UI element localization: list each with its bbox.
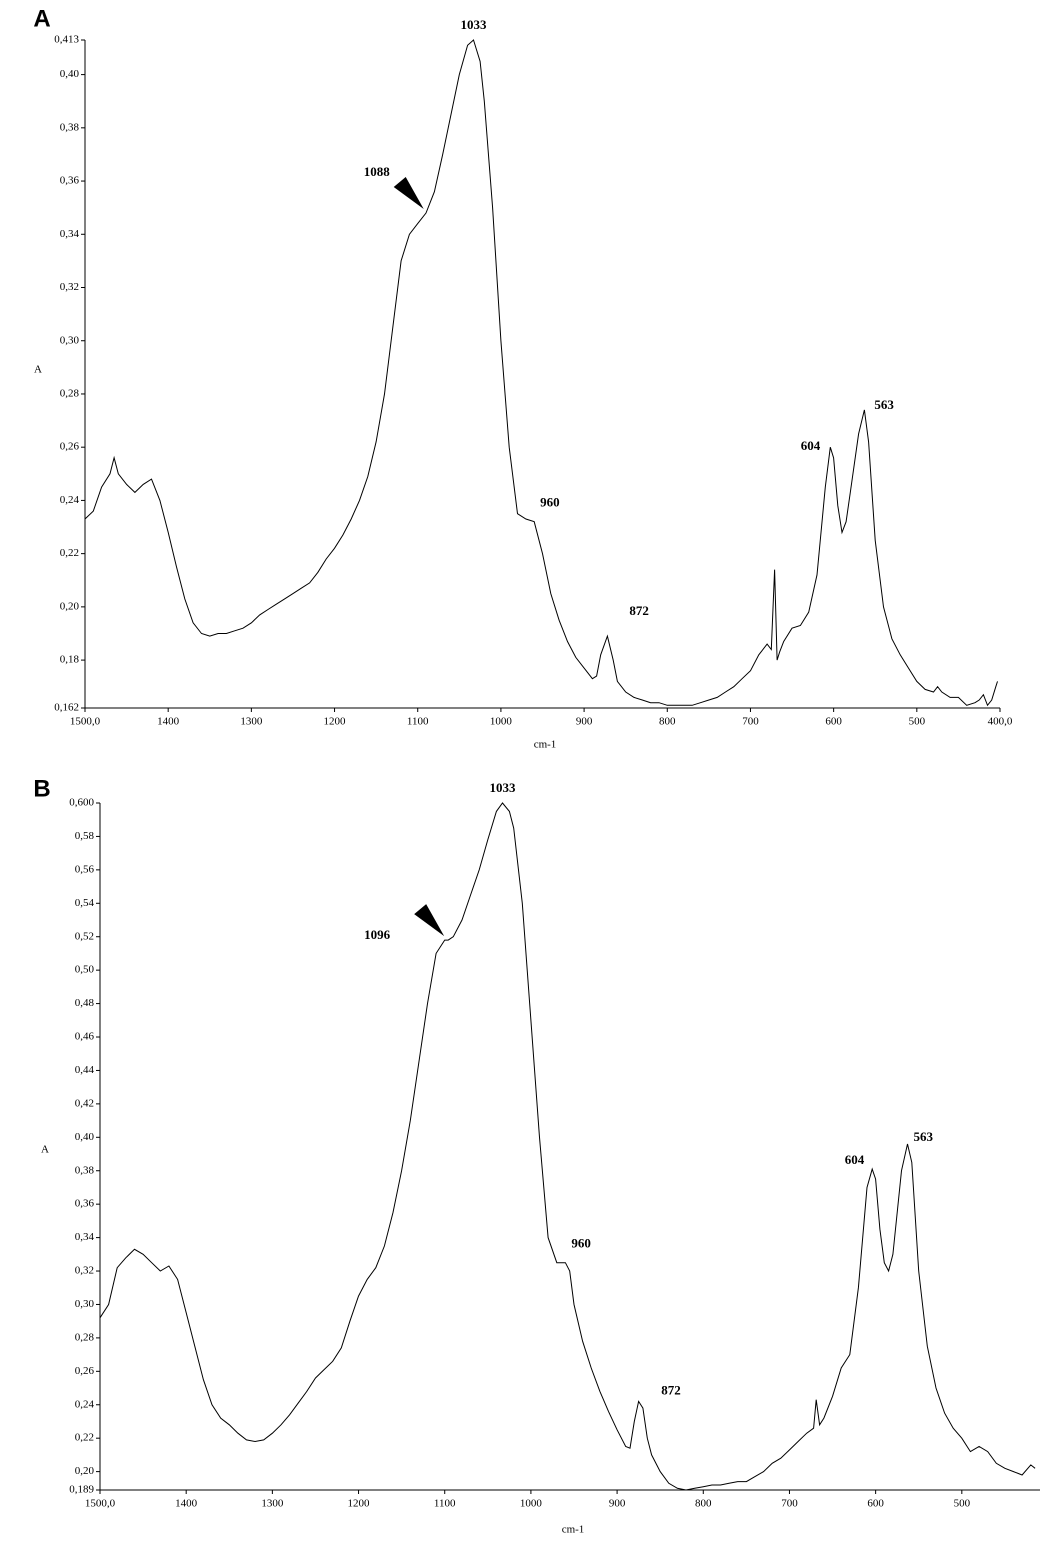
peak-label: 872 [629, 603, 649, 618]
panel-label: A [33, 5, 50, 32]
y-tick-label: 0,36 [60, 175, 80, 187]
spectrum-line [84, 39, 998, 707]
y-tick-label: 0,40 [75, 1131, 95, 1143]
x-tick-label: 1400 [157, 716, 180, 728]
x-tick-label: 500 [909, 716, 926, 728]
peak-label: 1088 [364, 164, 391, 179]
peak-label: 563 [914, 1129, 934, 1144]
y-tick-label: 0,54 [75, 897, 95, 909]
y-axis-label: A [41, 1144, 49, 1156]
y-tick-label: 0,32 [60, 281, 79, 293]
chart-panel: B Acm-1 0,189 0,20 0,22 0,24 0,26 0,28 0,30 0,32 0… [33, 775, 1040, 1536]
y-tick-label: 0,30 [75, 1298, 95, 1310]
x-tick-label: 1200 [348, 1498, 371, 1510]
y-tick-label: 0,52 [75, 930, 94, 942]
peak-label: 960 [571, 1236, 591, 1251]
x-tick-label: 1200 [324, 716, 347, 728]
x-tick-label: 1100 [434, 1498, 456, 1510]
y-tick-label: 0,600 [69, 797, 94, 809]
peak-label: 604 [801, 438, 821, 453]
y-tick-label: 0,20 [75, 1465, 95, 1477]
x-tick-label: 800 [659, 716, 676, 728]
y-tick-label: 0,48 [75, 997, 95, 1009]
y-tick-label: 0,22 [60, 547, 79, 559]
y-tick-label: 0,28 [60, 387, 80, 399]
y-tick-label: 0,56 [75, 863, 95, 875]
y-tick-label: 0,42 [75, 1097, 94, 1109]
y-tick-label: 0,22 [75, 1432, 94, 1444]
y-tick-label: 0,413 [54, 34, 79, 46]
x-tick-label: 900 [576, 716, 593, 728]
chart-panel: A Acm-1 0,162 0,18 0,20 0,22 0,24 0,26 0,28 0,30 0… [33, 5, 1013, 750]
peak-label: 960 [540, 495, 560, 510]
y-tick-label: 0,30 [60, 334, 80, 346]
y-tick-label: 0,46 [75, 1031, 95, 1043]
y-tick-label: 0,44 [75, 1064, 95, 1076]
x-tick-label: 500 [954, 1498, 971, 1510]
y-tick-label: 0,26 [60, 441, 80, 453]
y-tick-label: 0,50 [75, 964, 95, 976]
y-tick-label: 0,20 [60, 600, 80, 612]
peak-label: 1033 [489, 780, 516, 795]
x-tick-label: 1300 [261, 1498, 284, 1510]
y-tick-label: 0,36 [75, 1198, 95, 1210]
peak-label: 1096 [364, 927, 391, 942]
x-axis-label: cm-1 [562, 1524, 585, 1536]
x-tick-label: 700 [742, 716, 759, 728]
x-axis-label: cm-1 [534, 739, 557, 751]
y-tick-label: 0,189 [69, 1484, 94, 1496]
x-tick-label: 1000 [520, 1498, 543, 1510]
x-tick-label: 1000 [490, 716, 513, 728]
x-tick-label: 800 [695, 1498, 712, 1510]
peak-label: 604 [845, 1152, 865, 1167]
arrowhead [414, 904, 445, 937]
x-tick-label: 1100 [407, 716, 429, 728]
y-tick-label: 0,58 [75, 830, 95, 842]
y-tick-label: 0,162 [54, 702, 79, 714]
y-tick-label: 0,28 [75, 1331, 95, 1343]
x-tick-label: 400,0 [988, 716, 1013, 728]
y-tick-label: 0,34 [75, 1231, 95, 1243]
y-tick-label: 0,24 [60, 494, 80, 506]
y-tick-label: 0,32 [75, 1265, 94, 1277]
y-tick-label: 0,38 [60, 121, 80, 133]
x-tick-label: 1400 [175, 1498, 198, 1510]
y-tick-label: 0,18 [60, 654, 80, 666]
y-axis-label: A [34, 364, 42, 376]
peak-label: 563 [874, 397, 894, 412]
x-tick-label: 1300 [240, 716, 263, 728]
arrowhead [393, 176, 424, 209]
y-tick-label: 0,38 [75, 1164, 95, 1176]
peak-label: 1033 [460, 17, 487, 32]
spectrum-line [99, 802, 1036, 1491]
y-tick-label: 0,26 [75, 1365, 95, 1377]
y-tick-label: 0,34 [60, 228, 80, 240]
x-tick-label: 700 [781, 1498, 798, 1510]
x-tick-label: 900 [609, 1498, 626, 1510]
panel-label: B [33, 775, 50, 802]
y-tick-label: 0,24 [75, 1398, 95, 1410]
x-tick-label: 600 [825, 716, 842, 728]
peak-label: 872 [661, 1382, 681, 1397]
x-tick-label: 600 [867, 1498, 884, 1510]
y-tick-label: 0,40 [60, 68, 80, 80]
x-tick-label: 1500,0 [85, 1498, 116, 1510]
x-tick-label: 1500,0 [70, 716, 101, 728]
